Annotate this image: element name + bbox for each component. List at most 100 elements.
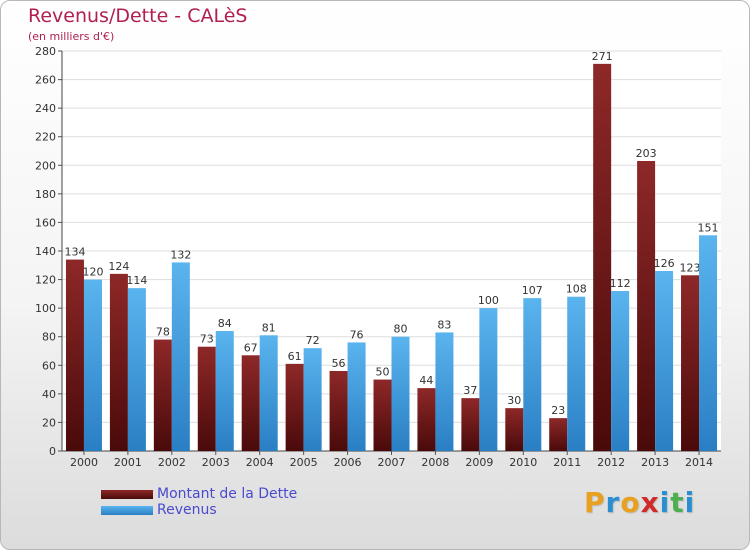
logo-letter: x [640,486,660,519]
revenue-value-label: 108 [566,283,587,296]
y-tick-label: 180 [35,188,56,201]
legend-item-debt: Montant de la Dette [101,486,297,502]
revenue-value-label: 132 [170,248,191,261]
y-tick-label: 260 [35,74,56,87]
revenue-value-label: 76 [350,328,364,341]
revenue-value-label: 84 [218,317,232,330]
y-tick-label: 220 [35,131,56,144]
revenue-bar [347,342,366,451]
revenue-bar [259,335,278,451]
y-tick-label: 160 [35,216,56,229]
y-tick-label: 40 [42,388,56,401]
y-tick-label: 240 [35,102,56,115]
x-tick-label: 2003 [202,456,230,469]
x-tick-label: 2009 [465,456,493,469]
x-tick-label: 2000 [70,456,98,469]
debt-bar [417,388,436,451]
x-tick-label: 2002 [158,456,186,469]
x-tick-label: 2013 [641,456,669,469]
debt-bar [109,273,128,451]
y-tick-label: 140 [35,245,56,258]
debt-bar [681,275,700,451]
revenue-value-label: 83 [437,318,451,331]
x-tick-label: 2010 [509,456,537,469]
revenue-value-label: 126 [654,257,675,270]
y-tick-label: 280 [35,45,56,58]
revenue-bar [479,308,498,451]
debt-bar [593,63,612,451]
x-tick-label: 2004 [246,456,274,469]
debt-bar [285,363,304,451]
debt-value-label: 23 [551,404,565,417]
debt-bar [197,346,216,451]
debt-bar [153,339,172,451]
revenue-bar [567,296,586,451]
debt-bar [637,161,656,451]
x-tick-label: 2007 [378,456,406,469]
x-tick-label: 2011 [553,456,581,469]
x-tick-label: 2012 [597,456,625,469]
revenue-value-label: 100 [478,294,499,307]
debt-value-label: 271 [592,50,613,63]
revenue-bar [611,291,630,451]
legend-label-revenue: Revenus [157,502,217,518]
chart-subtitle: (en milliers d'€) [28,30,115,43]
revenue-bar [171,262,190,451]
debt-value-label: 56 [332,357,346,370]
revenue-bar [127,288,146,451]
revenue-bar [523,298,542,451]
revenue-bar [699,235,718,451]
debt-bar [461,398,480,451]
revenue-bar [215,331,234,451]
legend-swatch-revenue [101,505,153,515]
legend-swatch-debt [101,489,153,499]
proxiti-logo: Proxiti [584,486,695,519]
revenue-value-label: 81 [262,321,276,334]
legend: Montant de la Dette Revenus [101,486,297,518]
y-tick-label: 60 [42,359,56,372]
debt-value-label: 134 [64,246,85,259]
logo-letter: r [605,486,621,519]
x-tick-label: 2005 [290,456,318,469]
debt-bar [241,355,260,451]
logo-letter: i [659,486,671,519]
revenue-bar [83,279,102,451]
chart-title: Revenus/Dette - CALèS [28,5,248,27]
revenue-value-label: 120 [82,266,103,279]
y-tick-label: 100 [35,302,56,315]
debt-value-label: 203 [636,147,657,160]
debt-value-label: 50 [376,366,390,379]
debt-bar [549,418,568,451]
revenue-value-label: 114 [126,274,147,287]
revenue-bar [391,336,410,451]
y-tick-label: 20 [42,416,56,429]
x-tick-label: 2014 [685,456,713,469]
x-tick-label: 2001 [114,456,142,469]
debt-value-label: 61 [288,350,302,363]
y-tick-label: 0 [49,445,56,458]
debt-value-label: 30 [507,394,521,407]
revenue-value-label: 72 [306,334,320,347]
debt-value-label: 67 [244,341,258,354]
y-tick-label: 120 [35,274,56,287]
debt-value-label: 124 [108,260,129,273]
revenue-value-label: 80 [394,323,408,336]
logo-letter: i [684,486,696,519]
logo-letter: P [584,486,606,519]
debt-bar [329,371,348,451]
debt-value-label: 123 [680,261,701,274]
revenue-bar [655,271,674,451]
x-tick-label: 2008 [421,456,449,469]
revenue-value-label: 112 [610,277,631,290]
debt-bar [505,408,524,451]
legend-label-debt: Montant de la Dette [157,486,298,502]
legend-item-revenue: Revenus [101,502,297,518]
debt-value-label: 73 [200,333,214,346]
revenue-bar [303,348,322,451]
debt-value-label: 37 [463,384,477,397]
debt-bar [65,259,84,451]
revenue-bar [435,332,454,451]
revenue-value-label: 107 [522,284,543,297]
